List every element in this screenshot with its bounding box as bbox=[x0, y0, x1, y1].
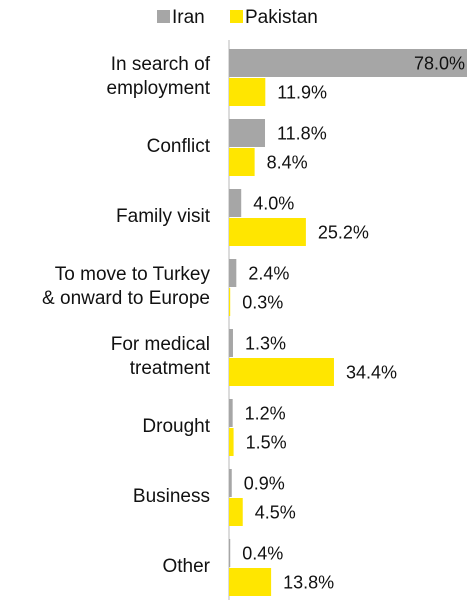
legend-label-pakistan: Pakistan bbox=[245, 7, 318, 28]
bar-iran bbox=[229, 539, 231, 567]
category-label: Business bbox=[133, 486, 210, 507]
value-label-iran: 78.0% bbox=[414, 54, 465, 74]
legend-swatch-pakistan bbox=[230, 10, 243, 23]
value-label-pakistan: 13.8% bbox=[283, 573, 334, 593]
bar-iran bbox=[229, 329, 233, 357]
bar-iran bbox=[229, 399, 233, 427]
category-label: To move to Turkey bbox=[55, 264, 211, 285]
category-label: Other bbox=[162, 556, 210, 577]
bar-pakistan bbox=[229, 428, 234, 456]
category-label: Drought bbox=[142, 416, 210, 437]
value-label-pakistan: 25.2% bbox=[318, 223, 369, 243]
value-label-iran: 4.0% bbox=[253, 194, 294, 214]
legend: Iran Pakistan bbox=[157, 7, 318, 28]
bar-iran bbox=[229, 259, 237, 287]
bar-iran bbox=[229, 119, 266, 147]
value-label-pakistan: 1.5% bbox=[246, 433, 287, 453]
value-label-pakistan: 34.4% bbox=[346, 363, 397, 383]
legend-label-iran: Iran bbox=[172, 7, 205, 28]
bar-pakistan bbox=[229, 498, 243, 526]
category-label: In search of bbox=[111, 54, 211, 75]
value-label-pakistan: 4.5% bbox=[255, 503, 296, 523]
value-label-iran: 11.8% bbox=[277, 124, 327, 144]
value-label-pakistan: 8.4% bbox=[267, 153, 308, 173]
legend-swatch-iran bbox=[157, 10, 170, 23]
bar-pakistan bbox=[229, 358, 334, 386]
category-label: For medical bbox=[111, 334, 210, 355]
category-label: & onward to Europe bbox=[42, 288, 210, 309]
bar-iran bbox=[229, 49, 467, 77]
value-label-iran: 1.2% bbox=[245, 404, 286, 424]
bar-pakistan bbox=[229, 288, 231, 316]
value-label-iran: 0.9% bbox=[244, 474, 285, 494]
plot-area: In search of employment 78.0% 11.9% Conflict… bbox=[42, 49, 467, 596]
category-label: Conflict bbox=[147, 136, 211, 157]
bar-pakistan bbox=[229, 78, 266, 106]
category-label: employment bbox=[107, 78, 211, 99]
value-label-iran: 0.4% bbox=[242, 544, 283, 564]
bar-pakistan bbox=[229, 218, 306, 246]
value-label-iran: 1.3% bbox=[245, 334, 286, 354]
category-label: Family visit bbox=[116, 206, 211, 227]
value-label-iran: 2.4% bbox=[248, 264, 289, 284]
bar-pakistan bbox=[229, 148, 255, 176]
bar-iran bbox=[229, 189, 242, 217]
value-label-pakistan: 11.9% bbox=[277, 83, 327, 103]
bar-pakistan bbox=[229, 568, 272, 596]
bar-iran bbox=[229, 469, 232, 497]
category-label: treatment bbox=[130, 358, 211, 379]
value-label-pakistan: 0.3% bbox=[242, 293, 283, 313]
